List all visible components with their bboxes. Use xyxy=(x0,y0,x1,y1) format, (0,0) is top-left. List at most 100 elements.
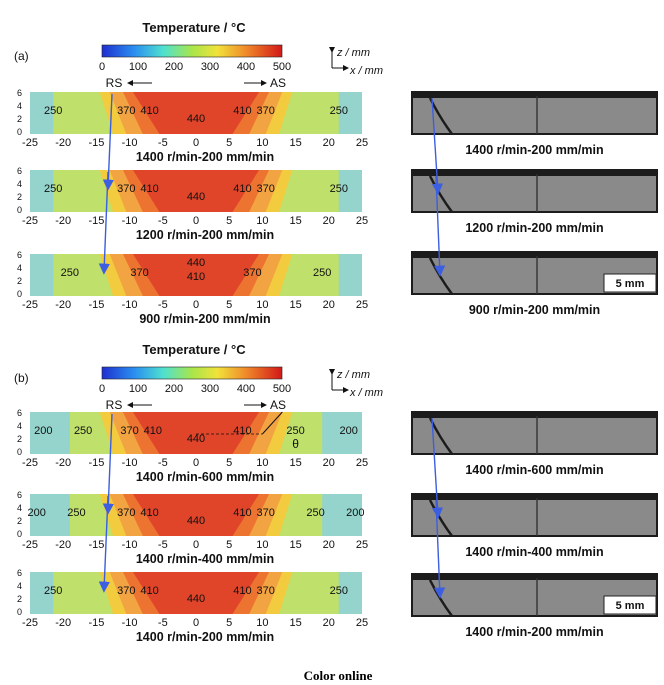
x-tick-10: 25 xyxy=(356,215,368,227)
contour-label-1: 370 xyxy=(117,105,135,117)
x-tick-7: 10 xyxy=(256,299,268,311)
contour-label-6: 370 xyxy=(257,507,275,519)
x-tick-5: 0 xyxy=(193,539,199,551)
y-tick-0: 6 xyxy=(17,408,22,418)
x-tick-2: -15 xyxy=(88,299,104,311)
cold-band-right xyxy=(322,494,362,536)
x-tick-6: 5 xyxy=(226,137,232,149)
x-tick-8: 15 xyxy=(289,137,301,149)
panel-a: Temperature / °C0 100 200 300 400 500(a) z / m… xyxy=(14,20,658,326)
contour-label-5: 410 xyxy=(233,425,251,437)
x-tick-4: -5 xyxy=(158,457,168,469)
y-tick-1: 4 xyxy=(17,263,22,273)
temperature-zone-3 xyxy=(132,494,260,536)
photo-caption: 1200 r/min-200 mm/min xyxy=(465,221,603,235)
y-tick-2: 2 xyxy=(17,114,22,124)
rs-label: RS xyxy=(106,398,123,412)
colorbar xyxy=(101,366,283,380)
footer-caption: Color online xyxy=(304,668,373,683)
contour-label-5: 370 xyxy=(257,183,275,195)
temperature-zone-3 xyxy=(132,572,260,614)
cold-band-left xyxy=(30,412,70,454)
panel-label: (b) xyxy=(14,371,29,385)
link-arrow-plot xyxy=(98,495,110,593)
colorbar-tick-3: 300 xyxy=(201,61,219,73)
x-tick-5: 0 xyxy=(193,617,199,629)
x-tick-0: -25 xyxy=(22,457,38,469)
weld-photo-top-edge xyxy=(412,494,657,500)
x-tick-4: -5 xyxy=(158,299,168,311)
y-tick-2: 2 xyxy=(17,594,22,604)
row-caption: 1400 r/min-600 mm/min xyxy=(136,470,274,484)
scale-bar-label: 5 mm xyxy=(616,278,645,290)
y-tick-1: 4 xyxy=(17,503,22,513)
x-tick-3: -10 xyxy=(122,457,138,469)
colorbar-tick-0: 0 xyxy=(99,383,105,395)
colorbar-tick-2: 200 xyxy=(165,61,183,73)
contour-label-2: 370 xyxy=(120,425,138,437)
x-tick-2: -15 xyxy=(88,215,104,227)
x-tick-7: 10 xyxy=(256,215,268,227)
link-arrow-photo xyxy=(431,417,444,519)
colorbar-tick-3: 300 xyxy=(201,383,219,395)
photo-caption: 1400 r/min-200 mm/min xyxy=(465,143,603,157)
scale-bar-box xyxy=(603,595,657,615)
panel-b: Temperature / °C0 100 200 300 400 500(b) z / m… xyxy=(14,342,658,644)
x-tick-5: 0 xyxy=(193,457,199,469)
weld-photo xyxy=(411,91,658,135)
contour-label-2: 440 xyxy=(187,257,205,269)
weld-photo-top-edge xyxy=(412,574,657,580)
axis-x-label: x / mm xyxy=(349,65,383,77)
x-tick-1: -20 xyxy=(55,617,71,629)
x-tick-1: -20 xyxy=(55,457,71,469)
y-tick-2: 2 xyxy=(17,516,22,526)
row-caption: 1200 r/min-200 mm/min xyxy=(136,228,274,242)
weld-photo xyxy=(411,493,658,537)
cold-band-left xyxy=(30,572,54,614)
contour-label-3: 440 xyxy=(187,113,205,125)
contour-label-0: 200 xyxy=(27,507,45,519)
x-tick-8: 15 xyxy=(289,539,301,551)
x-tick-4: -5 xyxy=(158,137,168,149)
contour-label-4: 440 xyxy=(187,433,205,445)
weld-photo-top-edge xyxy=(412,412,657,418)
y-tick-1: 4 xyxy=(17,101,22,111)
weld-photo xyxy=(411,411,658,455)
x-tick-4: -5 xyxy=(158,617,168,629)
contour-label-0: 200 xyxy=(34,425,52,437)
contour-label-8: 200 xyxy=(346,507,364,519)
link-arrow-photo xyxy=(434,499,446,599)
x-tick-1: -20 xyxy=(55,215,71,227)
x-tick-4: -5 xyxy=(158,215,168,227)
contour-label-7: 250 xyxy=(306,507,324,519)
x-tick-9: 20 xyxy=(323,457,335,469)
cold-band-left xyxy=(30,254,54,296)
y-tick-3: 0 xyxy=(17,289,22,299)
weld-photo-top-edge xyxy=(412,170,657,176)
axis-z-label: z / mm xyxy=(336,47,370,59)
colorbar-tick-1: 100 xyxy=(129,61,147,73)
x-tick-5: 0 xyxy=(193,299,199,311)
y-tick-3: 0 xyxy=(17,127,22,137)
contour-label-5: 370 xyxy=(257,105,275,117)
as-label: AS xyxy=(270,76,286,90)
x-tick-3: -10 xyxy=(122,137,138,149)
scale-bar-label: 5 mm xyxy=(616,600,645,612)
contour-label-4: 410 xyxy=(233,105,251,117)
panel-label: (a) xyxy=(14,49,29,63)
weld-defect-line xyxy=(428,499,454,537)
link-arrow-photo xyxy=(431,97,444,195)
colorbar-tick-1: 100 xyxy=(129,383,147,395)
y-tick-3: 0 xyxy=(17,607,22,617)
contour-label-1: 250 xyxy=(67,507,85,519)
colorbar-title: Temperature / °C xyxy=(142,342,246,357)
x-tick-9: 20 xyxy=(323,539,335,551)
x-tick-6: 5 xyxy=(226,617,232,629)
y-tick-0: 6 xyxy=(17,250,22,260)
x-tick-3: -10 xyxy=(122,539,138,551)
colorbar-tick-0: 0 xyxy=(99,61,105,73)
x-tick-8: 15 xyxy=(289,457,301,469)
x-tick-0: -25 xyxy=(22,617,38,629)
y-tick-1: 4 xyxy=(17,581,22,591)
x-tick-9: 20 xyxy=(323,299,335,311)
